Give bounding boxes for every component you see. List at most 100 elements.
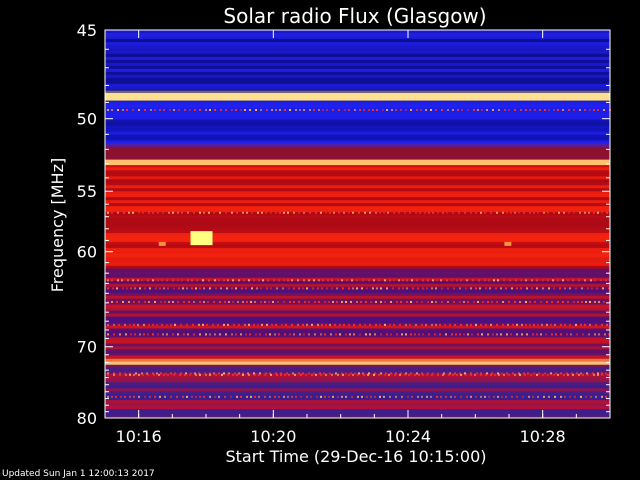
interference-dot xyxy=(366,287,368,290)
interference-dot xyxy=(605,395,607,398)
interference-dot xyxy=(181,211,183,214)
interference-dot xyxy=(390,333,392,336)
interference-dot xyxy=(476,372,478,375)
interference-dot xyxy=(178,108,180,111)
interference-dot xyxy=(316,395,318,398)
interference-dot xyxy=(480,373,482,376)
interference-dot xyxy=(461,108,463,111)
interference-dot xyxy=(186,287,188,290)
interference-dot xyxy=(385,372,387,375)
texture-row xyxy=(105,101,610,105)
interference-dot xyxy=(365,300,367,303)
interference-dot xyxy=(374,333,376,336)
interference-dot xyxy=(530,373,532,376)
interference-dot xyxy=(404,211,406,214)
interference-dot xyxy=(271,323,273,326)
interference-dot xyxy=(308,333,310,336)
interference-dot xyxy=(257,211,259,214)
interference-dot xyxy=(317,323,319,326)
interference-dot xyxy=(441,287,443,290)
interference-dot xyxy=(226,287,228,290)
interference-dot xyxy=(482,300,484,303)
interference-dot xyxy=(363,108,365,111)
interference-dot xyxy=(148,211,150,214)
interference-dot xyxy=(118,323,120,326)
interference-dot xyxy=(126,108,128,111)
interference-dot xyxy=(523,211,525,214)
interference-dot xyxy=(270,211,272,214)
interference-dot xyxy=(275,372,277,375)
interference-dot xyxy=(506,211,508,214)
texture-row xyxy=(105,244,610,249)
texture-row xyxy=(105,355,610,359)
interference-dot xyxy=(356,287,358,290)
interference-dot xyxy=(512,372,514,375)
texture-row xyxy=(105,247,610,252)
interference-dot xyxy=(221,373,223,376)
interference-dot xyxy=(246,395,248,398)
interference-dot xyxy=(396,300,398,303)
interference-dot xyxy=(244,108,246,111)
interference-dot xyxy=(339,323,341,326)
interference-dot xyxy=(426,373,428,376)
interference-dot xyxy=(496,323,498,326)
interference-dot xyxy=(562,108,564,111)
texture-row xyxy=(105,143,610,147)
interference-dot xyxy=(375,300,377,303)
interference-dot xyxy=(180,323,182,326)
interference-dot xyxy=(149,287,151,290)
interference-dot xyxy=(111,211,113,214)
interference-dot xyxy=(305,373,307,376)
interference-dot xyxy=(111,300,113,303)
interference-dot xyxy=(128,211,130,214)
interference-dot xyxy=(527,372,529,375)
interference-dot xyxy=(291,323,293,326)
interference-dot xyxy=(412,287,414,290)
interference-dot xyxy=(160,372,162,375)
interference-dot xyxy=(481,333,483,336)
interference-dot xyxy=(117,211,119,214)
interference-dot xyxy=(392,287,394,290)
interference-dot xyxy=(362,279,364,282)
interference-dot xyxy=(471,333,473,336)
interference-dot xyxy=(528,395,530,398)
interference-dot xyxy=(191,395,193,398)
interference-dot xyxy=(258,279,260,282)
interference-dot xyxy=(217,323,219,326)
interference-dot xyxy=(235,108,237,111)
interference-dot xyxy=(518,211,520,214)
interference-dot xyxy=(550,372,552,375)
interference-dot xyxy=(124,323,126,326)
interference-dot xyxy=(172,300,174,303)
texture-row xyxy=(105,229,610,234)
interference-dot xyxy=(156,372,158,375)
interference-dot xyxy=(439,323,441,326)
interference-dot xyxy=(547,373,549,376)
interference-dot xyxy=(349,333,351,336)
interference-dot xyxy=(492,333,494,336)
interference-dot xyxy=(606,211,608,214)
interference-dot xyxy=(515,279,517,282)
interference-dot xyxy=(459,333,461,336)
interference-dot xyxy=(107,108,109,111)
texture-row xyxy=(105,256,610,261)
interference-dot xyxy=(336,287,338,290)
texture-row xyxy=(105,310,610,314)
interference-dot xyxy=(384,300,386,303)
texture-row xyxy=(105,265,610,270)
interference-dot xyxy=(443,372,445,375)
interference-dot xyxy=(506,333,508,336)
interference-dot xyxy=(459,287,461,290)
interference-dot xyxy=(398,211,400,214)
interference-dot xyxy=(400,108,402,111)
interference-dot xyxy=(425,323,427,326)
interference-dot xyxy=(332,108,334,111)
interference-dot xyxy=(465,373,467,376)
interference-dot xyxy=(391,108,393,111)
interference-dot xyxy=(199,108,201,111)
interference-dot xyxy=(135,372,137,375)
interference-dot xyxy=(233,323,235,326)
interference-dot xyxy=(284,373,286,376)
interference-dot xyxy=(324,300,326,303)
interference-dot xyxy=(195,287,197,290)
